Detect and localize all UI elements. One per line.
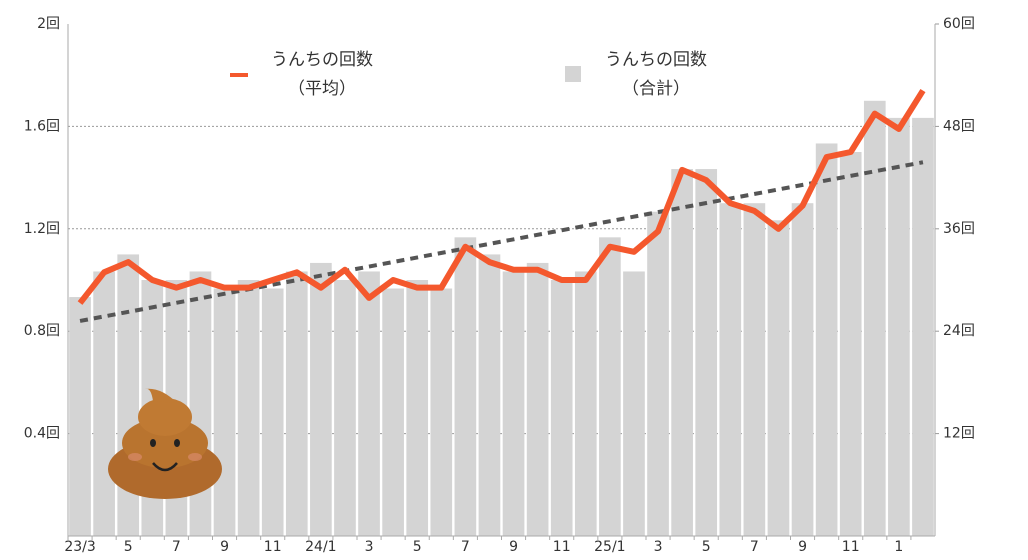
y2-tick-label: 24回 [943,323,975,339]
x-tick-label: 9 [798,539,807,555]
bar [719,203,742,536]
bar [526,262,549,536]
x-tick-label: 5 [702,539,711,555]
x-tick-label: 11 [553,539,571,555]
y-tick-label: 1.2回 [24,221,60,237]
bar [93,271,115,536]
x-tick-label: 23/3 [64,539,95,555]
bar [334,280,356,536]
y2-tick-label: 36回 [943,221,975,237]
bar [310,262,332,536]
x-tick-label: 7 [461,539,470,555]
x-tick-label: 9 [220,539,229,555]
y-tick-label: 1.6回 [24,118,60,134]
line [77,88,926,305]
x-tick-label: 5 [413,539,422,555]
bar [285,271,308,536]
bar [863,100,886,537]
bar [550,280,573,536]
y-tick-label: 0.8回 [24,323,60,339]
bar [430,288,453,536]
bar [69,297,91,536]
x-tick-label: 7 [750,539,759,555]
x-tick-label: 5 [124,539,133,555]
bar [189,271,212,536]
y-tick-label: 0.4回 [24,426,60,442]
x-tick-label: 24/1 [305,539,336,555]
x-tick-label: 1 [894,539,903,555]
x-tick-label: 11 [264,539,282,555]
bar [815,143,838,536]
x-tick-label: 11 [842,539,860,555]
y2-tick-label: 12回 [943,426,975,442]
bar [647,211,669,536]
bar [237,280,260,536]
trend-line [79,160,924,323]
legend-marker [565,66,581,82]
bar [912,117,934,536]
bar [261,288,284,536]
y-tick-label: 2回 [37,16,60,32]
bar [767,220,790,536]
bar [358,271,380,536]
x-tick-label: 7 [172,539,181,555]
bar [478,254,501,536]
bar [623,271,645,536]
bar [406,280,429,536]
bar [695,169,718,537]
legend-marker [230,73,248,77]
y2-tick-label: 48回 [943,118,975,134]
bar [382,288,404,536]
bar [839,152,862,536]
bar [888,117,910,536]
legend-label: うんちの回数 （平均） [271,50,373,99]
legend-label: うんちの回数 （合計） [605,50,707,99]
x-tick-label: 3 [365,539,374,555]
x-tick-label: 25/1 [594,539,625,555]
y2-tick-label: 60回 [943,16,975,32]
x-tick-label: 3 [654,539,663,555]
bar [599,237,621,537]
bar [574,271,597,536]
bar [213,288,236,536]
bar [502,271,525,536]
bar [743,203,766,536]
x-tick-label: 9 [509,539,518,555]
bar [791,203,814,536]
bar [671,169,693,537]
illustration [108,388,222,499]
bar [454,237,477,537]
